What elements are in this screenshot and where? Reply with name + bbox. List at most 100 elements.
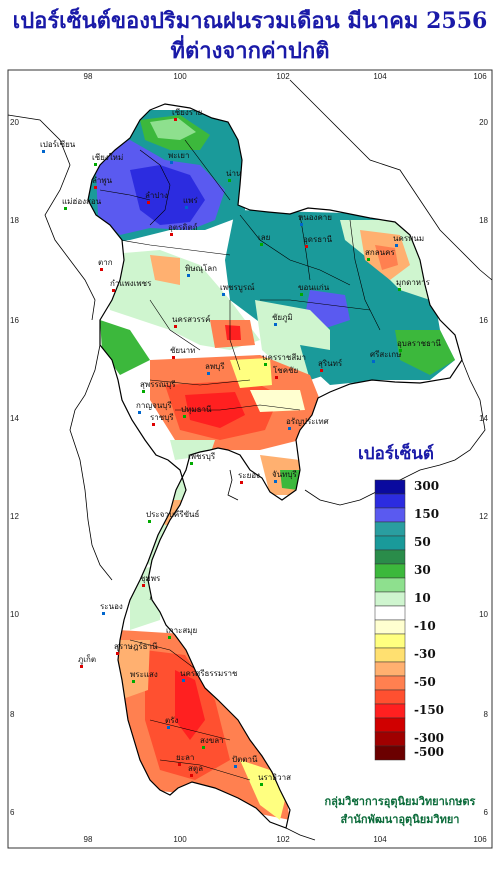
place-label: กาญจนบุรี	[136, 401, 172, 410]
place-label: สุรินทร์	[318, 358, 343, 368]
longitude-tick-label: 100	[173, 72, 187, 81]
latitude-tick-label: 8	[10, 710, 15, 719]
legend-label: 50	[414, 535, 431, 549]
legend-swatch	[374, 521, 406, 537]
place-label: นครราชสีมา	[262, 353, 306, 362]
place-label: นราธิวาส	[258, 773, 291, 782]
place-label: ลำพูน	[92, 176, 113, 186]
station-marker	[300, 223, 303, 226]
place-label: ปัตตานี	[232, 755, 258, 764]
station-marker	[234, 765, 237, 768]
latitude-tick-label: 14	[10, 414, 19, 423]
place-label: สุราษฎร์ธานี	[114, 641, 158, 651]
legend-swatch	[374, 647, 406, 663]
station-marker	[174, 325, 177, 328]
station-marker	[112, 289, 115, 292]
map-title-line1: เปอร์เซ็นต์ของปริมาณฝนรวมเดือน มีนาคม 25…	[12, 8, 488, 34]
station-marker	[147, 201, 150, 204]
legend-swatch	[374, 661, 406, 677]
latitude-tick-label: 10	[10, 610, 19, 619]
place-label: เปอร์เซียน	[40, 139, 76, 149]
legend-swatch	[374, 745, 406, 761]
place-label: ลำปาง	[145, 191, 168, 200]
station-marker	[138, 411, 141, 414]
place-label: ประจวบคีรีขันธ์	[146, 509, 200, 519]
latitude-tick-label: 10	[479, 610, 488, 619]
station-marker	[275, 376, 278, 379]
place-label: มุกดาหาร	[396, 278, 431, 287]
place-label: แพร่	[183, 196, 198, 205]
place-label: ตรัง	[165, 716, 178, 725]
legend-label: -300	[414, 731, 445, 745]
place-label: หนองคาย	[298, 213, 332, 222]
place-label: อรัญประเทศ	[286, 417, 329, 426]
place-label: ศรีสะเกษ	[370, 350, 401, 359]
place-label: ชัยภูมิ	[272, 313, 293, 323]
station-marker	[398, 288, 401, 291]
place-label: เพชรบูรณ์	[220, 282, 255, 293]
station-marker	[240, 481, 243, 484]
latitude-tick-label: 8	[484, 710, 489, 719]
latitude-tick-label: 16	[479, 316, 488, 325]
place-label: สงขลา	[200, 736, 224, 745]
legend-swatch	[374, 591, 406, 607]
place-label: ขอนแก่น	[298, 283, 330, 292]
station-marker	[116, 652, 119, 655]
station-marker	[42, 150, 45, 153]
station-marker	[367, 258, 370, 261]
place-label: อุบลราชธานี	[397, 339, 441, 348]
longitude-tick-label: 104	[373, 835, 387, 844]
latitude-tick-label: 12	[10, 512, 19, 521]
map-title-line2: ที่ต่างจากค่าปกติ	[170, 38, 330, 64]
legend-swatch	[374, 479, 406, 495]
station-marker	[305, 245, 308, 248]
place-label: เลย	[258, 233, 270, 242]
legend-label: 10	[414, 591, 431, 605]
station-marker	[274, 480, 277, 483]
place-label: ปทุมธานี	[181, 405, 212, 414]
place-label: ราชบุรี	[150, 413, 174, 422]
place-label: พะเยา	[168, 151, 189, 160]
station-marker	[300, 293, 303, 296]
legend-label: -10	[414, 619, 436, 633]
longitude-tick-label: 102	[276, 72, 290, 81]
station-marker	[372, 360, 375, 363]
station-marker	[168, 636, 171, 639]
station-marker	[80, 665, 83, 668]
station-marker	[264, 363, 267, 366]
station-marker	[132, 680, 135, 683]
legend-swatch	[374, 717, 406, 733]
station-marker	[100, 268, 103, 271]
legend-label: -30	[414, 647, 436, 661]
legend-label: -50	[414, 675, 436, 689]
place-label: สุพรรณบุรี	[140, 380, 176, 389]
station-marker	[182, 679, 185, 682]
place-label: สกลนคร	[365, 248, 395, 257]
place-label: ระนอง	[100, 602, 123, 611]
map-frame	[7, 69, 493, 849]
legend-swatch	[374, 619, 406, 635]
place-label: นครพนม	[393, 234, 424, 243]
place-label: ภูเก็ต	[78, 654, 96, 665]
legend-label: -500	[414, 745, 445, 759]
credit-line1: กลุ่มวิชาการอุตุนิยมวิทยาเกษตร	[324, 795, 476, 808]
longitude-tick-label: 100	[173, 835, 187, 844]
station-marker	[94, 163, 97, 166]
legend-label: -150	[414, 703, 445, 717]
legend-colorbar	[374, 479, 406, 761]
credit-line2: สำนักพัฒนาอุตุนิยมวิทยา	[340, 813, 460, 826]
station-marker	[228, 179, 231, 182]
legend-swatch	[374, 535, 406, 551]
station-marker	[185, 206, 188, 209]
longitude-tick-label: 106	[473, 835, 487, 844]
place-label: พิษณุโลก	[185, 263, 217, 273]
station-marker	[142, 390, 145, 393]
legend-swatch	[374, 507, 406, 523]
longitude-tick-label: 104	[373, 72, 387, 81]
legend-swatch	[374, 493, 406, 509]
station-marker	[222, 293, 225, 296]
station-marker	[102, 612, 105, 615]
place-label: เกาะสมุย	[166, 626, 197, 635]
